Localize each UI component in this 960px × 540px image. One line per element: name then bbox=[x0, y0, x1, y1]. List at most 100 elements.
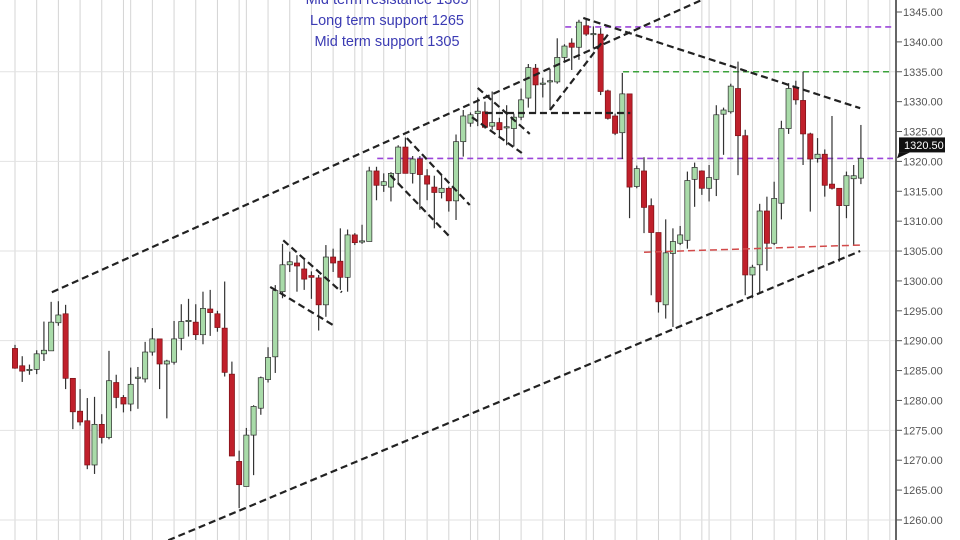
candle bbox=[633, 165, 640, 189]
candle bbox=[720, 107, 727, 155]
candle-body-up bbox=[286, 261, 293, 266]
candle bbox=[453, 134, 459, 220]
rising-wedge-line bbox=[549, 34, 609, 111]
candle bbox=[279, 243, 286, 299]
candle bbox=[800, 71, 807, 165]
candle-body-down bbox=[655, 232, 662, 303]
candle-body-down bbox=[648, 205, 655, 233]
candle-body-down bbox=[583, 25, 590, 35]
candle bbox=[662, 219, 669, 319]
candle bbox=[438, 175, 445, 199]
candle-body-down bbox=[207, 308, 214, 313]
candle-body-down bbox=[532, 67, 539, 86]
candle-body-up bbox=[134, 376, 141, 379]
candle-body-up bbox=[669, 241, 676, 254]
candle-body-up bbox=[590, 33, 597, 36]
candle bbox=[590, 26, 597, 49]
upper-channel-line bbox=[51, 0, 705, 294]
tick-label: 1285.00 bbox=[903, 366, 943, 378]
candle-body-up bbox=[91, 423, 98, 466]
candle bbox=[265, 347, 272, 383]
candle bbox=[424, 169, 431, 201]
candle-body-down bbox=[228, 373, 235, 457]
candle-body-up bbox=[48, 321, 55, 352]
tick-label: 1315.00 bbox=[903, 186, 943, 198]
candle bbox=[69, 377, 76, 430]
candle bbox=[236, 450, 243, 509]
candle bbox=[561, 44, 568, 62]
candle bbox=[431, 175, 438, 229]
candle-body-up bbox=[539, 82, 546, 85]
candle bbox=[612, 113, 619, 136]
candle-body-down bbox=[735, 88, 741, 137]
candle bbox=[727, 83, 734, 114]
candle bbox=[330, 248, 337, 272]
candle bbox=[344, 229, 351, 292]
candle bbox=[648, 198, 655, 296]
candle-body-up bbox=[814, 153, 821, 159]
candle bbox=[525, 63, 532, 108]
candle bbox=[359, 224, 365, 244]
candle-body-down bbox=[568, 42, 575, 48]
candle-body-down bbox=[597, 33, 604, 92]
candle-body-up bbox=[684, 180, 691, 241]
candle bbox=[496, 117, 503, 137]
candle bbox=[836, 187, 843, 262]
candle-body-up bbox=[756, 210, 763, 266]
candle bbox=[351, 233, 358, 246]
candle-body-down bbox=[373, 170, 380, 186]
candle-body-down bbox=[12, 348, 18, 369]
tick-label: 1320.00 bbox=[903, 156, 943, 168]
flag-2-upper-line bbox=[406, 137, 471, 206]
candle bbox=[156, 338, 163, 390]
candle bbox=[142, 341, 149, 383]
candle-body-down bbox=[742, 135, 749, 276]
candle-body-down bbox=[829, 183, 835, 189]
candle-body-up bbox=[265, 357, 272, 380]
candle bbox=[554, 38, 561, 84]
candle bbox=[669, 228, 676, 327]
candle bbox=[445, 186, 452, 212]
candle bbox=[207, 289, 214, 336]
candle-body-up bbox=[727, 85, 734, 113]
candle-body-down bbox=[445, 187, 452, 202]
candle-body-up bbox=[720, 109, 727, 115]
candle bbox=[539, 77, 546, 98]
candle-body-up bbox=[518, 99, 525, 118]
tick-label: 1290.00 bbox=[903, 336, 943, 348]
last-price-label: 1320.50 bbox=[904, 140, 944, 152]
candle bbox=[850, 164, 857, 246]
tick-label: 1325.00 bbox=[903, 127, 943, 139]
candle bbox=[749, 264, 756, 299]
candle bbox=[221, 281, 228, 377]
annotations: Mid term resistance 1365 Long term suppo… bbox=[306, 0, 469, 50]
candle bbox=[778, 120, 785, 220]
candle-body-up bbox=[257, 377, 264, 409]
last-price-pointer bbox=[897, 152, 910, 159]
candle-body-down bbox=[77, 410, 84, 423]
candle-body-up bbox=[171, 338, 178, 363]
tick-label: 1305.00 bbox=[903, 246, 943, 258]
candle bbox=[178, 304, 185, 351]
candle bbox=[200, 291, 206, 345]
tick-label: 1300.00 bbox=[903, 276, 943, 288]
candle bbox=[402, 137, 409, 174]
candle bbox=[214, 310, 221, 332]
candle-body-down bbox=[301, 268, 308, 280]
candle-body-up bbox=[272, 290, 279, 358]
candle-body-down bbox=[792, 86, 799, 101]
candle bbox=[547, 68, 553, 111]
candle-body-up bbox=[510, 116, 517, 129]
candle-body-down bbox=[69, 377, 76, 413]
candle-body-up bbox=[489, 122, 496, 127]
candle-body-up bbox=[149, 338, 156, 353]
last-price-marker bbox=[899, 137, 945, 153]
candle bbox=[98, 414, 105, 444]
candle bbox=[308, 271, 315, 299]
red-support-line bbox=[643, 244, 861, 253]
candle bbox=[228, 361, 235, 457]
candle bbox=[698, 170, 705, 195]
candle-body-up bbox=[395, 146, 402, 174]
grid-lines bbox=[0, 0, 895, 540]
